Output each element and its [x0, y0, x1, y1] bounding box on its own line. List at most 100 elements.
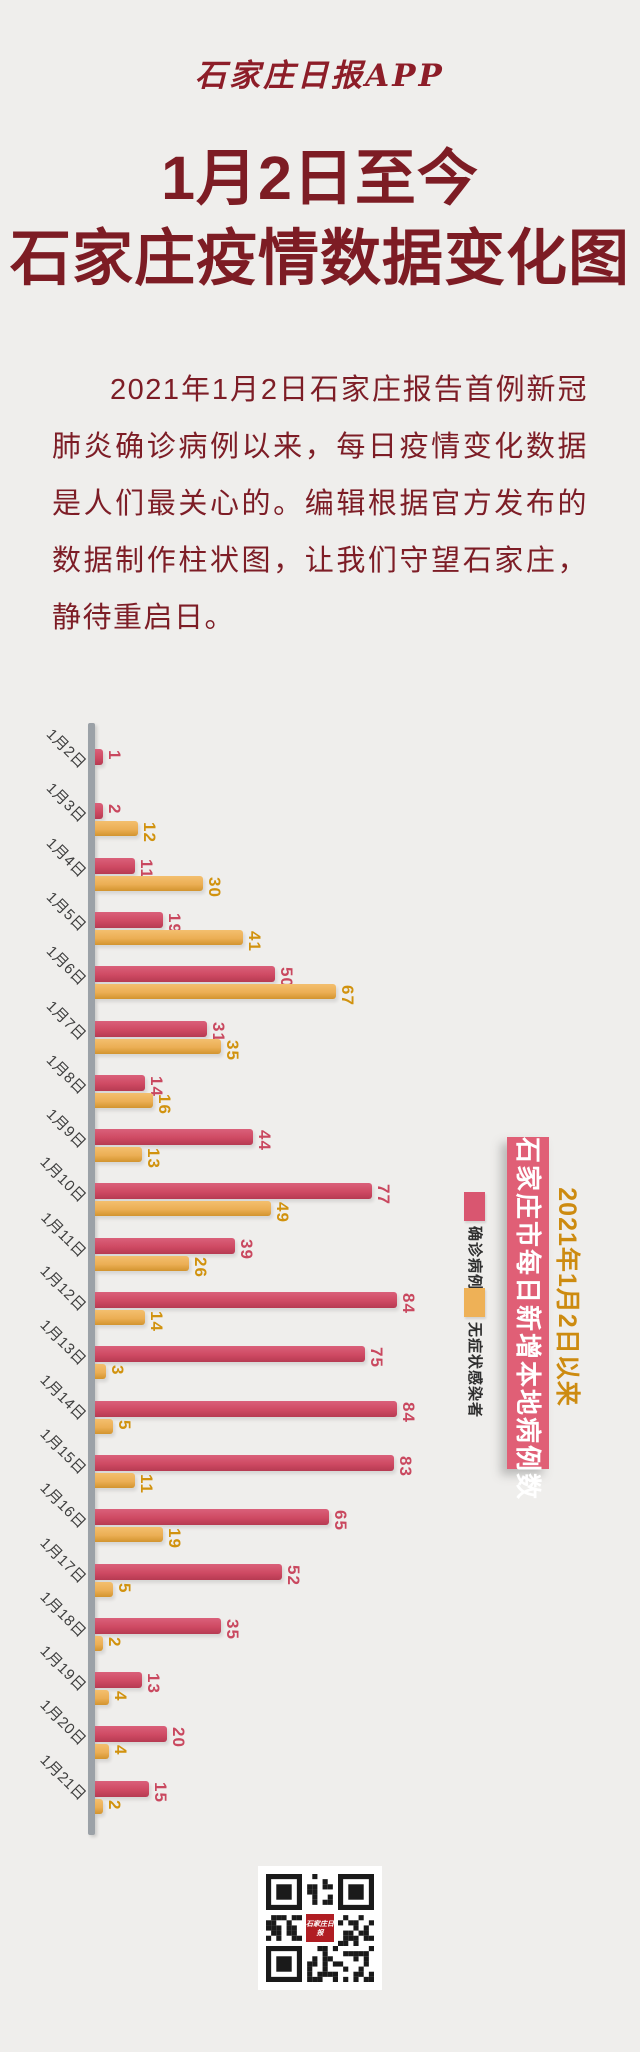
value-label: 39: [237, 1238, 257, 1260]
value-label: 49: [273, 1202, 293, 1224]
bar-confirmed: [95, 1020, 207, 1037]
value-label: 2: [105, 804, 124, 815]
value-label: 15: [151, 1781, 170, 1803]
value-label: 4: [111, 1745, 131, 1756]
chart-row: 1月13日 75 3: [0, 1317, 640, 1386]
value-label: 26: [190, 1256, 210, 1278]
chart-title-text: 石家庄市每日新增本地病例数: [513, 1137, 543, 1502]
chart-row: 1月19日 13 4: [0, 1643, 640, 1712]
bar-asymptomatic: [95, 1092, 153, 1108]
chart-row: 1月6日 50 67: [0, 943, 640, 1007]
bar-confirmed: [95, 1237, 236, 1254]
chart-subtitle: 2021年1月2日以来: [552, 1186, 582, 1408]
bar-confirmed: [95, 1183, 373, 1200]
chart-subtitle-text: 2021年1月2日以来: [553, 1187, 581, 1407]
bar-confirmed: [95, 1672, 142, 1689]
page-title: 1月2日至今 石家庄疫情数据变化图: [0, 138, 640, 298]
chart-row: 1月9日 44 13: [0, 1106, 640, 1170]
bar-asymptomatic: [95, 1364, 106, 1380]
chart-row: 1月21日 15 2: [0, 1751, 640, 1821]
value-label: 41: [244, 930, 264, 952]
value-label: 3: [107, 1365, 127, 1376]
page-title-line1: 1月2日至今: [161, 144, 479, 212]
bar-confirmed: [95, 1400, 398, 1417]
bar-confirmed: [95, 1509, 329, 1526]
chart-row: 1月17日 52 5: [0, 1534, 640, 1604]
bar-asymptomatic: [95, 1310, 146, 1325]
value-label: 83: [395, 1455, 415, 1477]
legend-label-confirmed-text: 确诊病例: [466, 1226, 483, 1291]
value-label: 35: [223, 1618, 242, 1640]
bar-asymptomatic: [95, 1527, 164, 1543]
bar-confirmed: [95, 857, 135, 874]
bar-asymptomatic: [95, 984, 337, 1000]
value-label: 52: [284, 1564, 304, 1586]
value-label: 4: [111, 1691, 131, 1702]
value-label: 2: [105, 1636, 124, 1648]
chart-row: 1月16日 65 19: [0, 1480, 640, 1550]
chart-title-banner: 石家庄市每日新增本地病例数: [507, 1137, 549, 1502]
bar-confirmed: [95, 1129, 254, 1146]
value-label: 12: [140, 822, 160, 844]
bar-confirmed: [95, 1726, 167, 1743]
bar-asymptomatic: [95, 1418, 113, 1434]
intro-paragraph: 2021年1月2日石家庄报告首例新冠肺炎确诊病例以来，每日疫情变化数据是人们最关…: [52, 374, 588, 634]
bar-confirmed: [95, 911, 164, 928]
value-label: 84: [399, 1401, 419, 1423]
bar-confirmed: [95, 1454, 394, 1471]
chart-row: 1月10日 77 49: [0, 1154, 640, 1224]
bar-confirmed: [95, 1780, 149, 1797]
bar-asymptomatic: [95, 875, 203, 891]
value-label: 11: [136, 1473, 156, 1494]
chart-row: 1月12日 84 14: [0, 1263, 640, 1332]
qr-logo: 石家庄日报: [304, 1912, 336, 1944]
value-label: 16: [154, 1093, 174, 1115]
value-label: 19: [165, 1528, 185, 1550]
value-label: 35: [223, 1039, 242, 1061]
value-label: 75: [367, 1347, 386, 1369]
bar-asymptomatic: [95, 1690, 110, 1706]
value-label: 65: [331, 1510, 350, 1532]
bar-asymptomatic: [95, 1038, 221, 1054]
bar-confirmed: [95, 1563, 283, 1580]
value-label: 13: [143, 1673, 163, 1695]
bar-confirmed: [95, 1292, 398, 1308]
chart-row: 1月7日 31 35: [0, 997, 640, 1061]
value-label: 77: [374, 1184, 394, 1206]
bar-asymptomatic: [95, 1635, 103, 1651]
value-label: 30: [205, 876, 224, 898]
value-label: 67: [338, 985, 358, 1007]
value-label: 1: [105, 750, 124, 761]
chart-axis: [88, 723, 95, 1835]
bar-asymptomatic: [95, 1255, 189, 1271]
bar-confirmed: [95, 803, 103, 820]
bar-asymptomatic: [95, 1147, 142, 1163]
value-label: 84: [399, 1293, 419, 1314]
bar-asymptomatic: [95, 1581, 113, 1597]
bar-confirmed: [95, 966, 275, 983]
chart-row: 1月8日 14 16: [0, 1052, 640, 1115]
chart-row: 1月15日 83 11: [0, 1425, 640, 1495]
value-label: 14: [147, 1311, 167, 1332]
legend-label-asymptomatic-text: 无症状感染者: [466, 1322, 483, 1419]
bar-confirmed: [95, 749, 103, 765]
bar-asymptomatic: [95, 929, 243, 945]
chart-row: 1月5日 19 41: [0, 889, 640, 952]
chart-row: 1月11日 39 26: [0, 1209, 640, 1278]
bar-asymptomatic: [95, 821, 139, 837]
chart-row: 1月4日 11 30: [0, 834, 640, 898]
chart-row: 1月3日 2 12: [0, 780, 640, 844]
bar-asymptomatic: [95, 1472, 135, 1488]
bar-confirmed: [95, 1617, 221, 1634]
chart-row: 1月18日 35 2: [0, 1588, 640, 1658]
newspaper-logo: 石家庄日报APP: [195, 58, 445, 94]
chart-row: 1月14日 84 5: [0, 1371, 640, 1441]
bar-chart: 1月2日 1 1月3日 2 12 1月4日 11 30 1月5日 19 41 1月6日 50 67 1月7日…: [0, 715, 640, 1845]
legend-swatch-confirmed: [464, 1192, 485, 1221]
value-label: 13: [143, 1148, 163, 1170]
bar-confirmed: [95, 1346, 365, 1363]
bar-asymptomatic: [95, 1798, 103, 1814]
qr-logo-text: 石家庄日报: [306, 1919, 334, 1937]
value-label: 2: [105, 1799, 124, 1811]
bar-asymptomatic: [95, 1201, 272, 1217]
